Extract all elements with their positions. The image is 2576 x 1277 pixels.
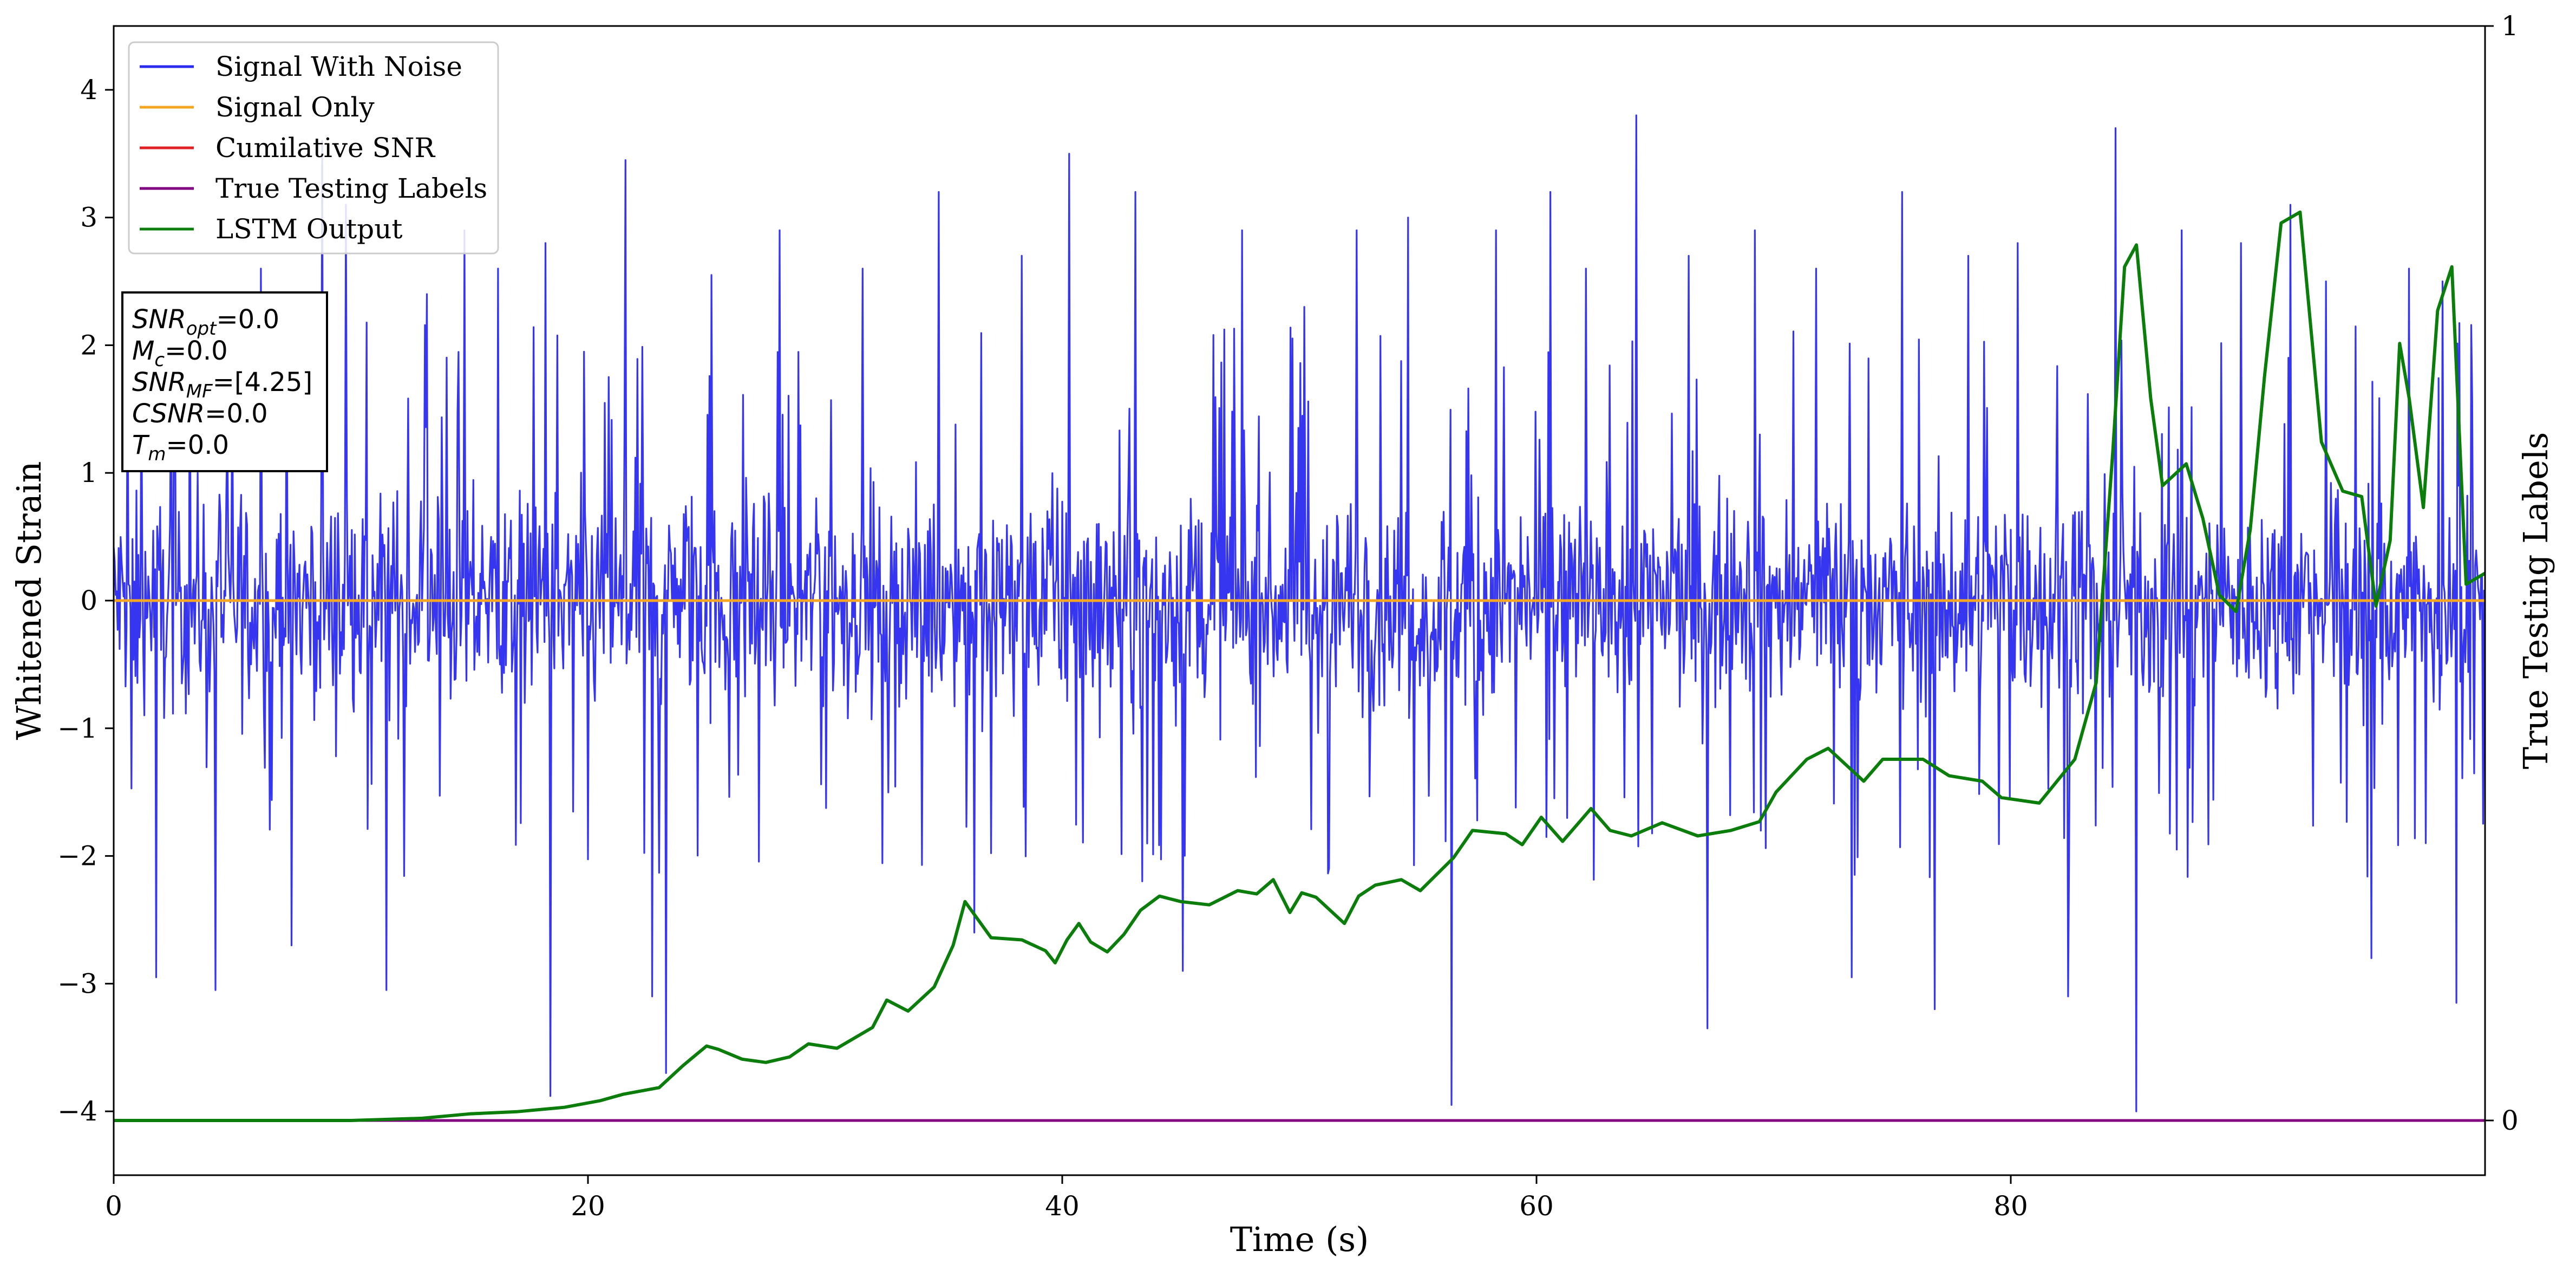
legend-label-0: Signal With Noise — [215, 51, 462, 82]
noise-series — [114, 114, 2485, 1112]
x-tick-label-1: 20 — [571, 1190, 605, 1222]
y-tick-label-3: −1 — [57, 713, 97, 744]
legend-label-3: True Testing Labels — [215, 173, 487, 204]
info-line-3: CSNR=0.0 — [132, 399, 268, 429]
y-axis-left: −4 −3 −2 −1 0 1 2 3 4 — [57, 74, 114, 1127]
x-tick-label-2: 40 — [1045, 1190, 1080, 1222]
y-tick-label-5: 1 — [80, 457, 97, 488]
y-tick-label-0: −4 — [57, 1096, 97, 1127]
y-axis-title: Whitened Strain — [9, 461, 49, 740]
y2-tick-label-1: 1 — [2501, 10, 2519, 42]
legend-label-1: Signal Only — [215, 92, 375, 123]
y-tick-label-2: −2 — [57, 841, 97, 872]
y-tick-label-4: 0 — [80, 585, 97, 616]
series-signal-with-noise — [114, 114, 2485, 1112]
x-tick-label-3: 60 — [1519, 1190, 1554, 1222]
info-box-frame — [121, 291, 328, 472]
info-line-0: SNRopt=0.0 — [132, 304, 279, 340]
legend: Signal With Noise Signal Only Cumilative S… — [128, 41, 499, 255]
y-axis-right-title: True Testing Labels — [2516, 432, 2555, 770]
y-tick-label-1: −3 — [57, 968, 97, 999]
line-series — [114, 210, 2485, 1122]
y-tick-label-7: 3 — [80, 202, 97, 233]
y-axis-right: 01 — [2485, 10, 2519, 1136]
legend-label-2: Cumilative SNR — [215, 132, 435, 164]
x-tick-label-4: 80 — [1993, 1190, 2028, 1222]
y-tick-label-8: 4 — [80, 74, 97, 106]
y2-tick-label-0: 0 — [2501, 1105, 2519, 1136]
info-line-4: Tm=0.0 — [132, 430, 229, 465]
info-box: SNRopt=0.0Mc=0.0SNRMF=[4.25]CSNR=0.0Tm=0… — [121, 291, 328, 472]
x-tick-label-0: 0 — [105, 1190, 122, 1222]
series-lstm-output — [114, 210, 2485, 1122]
info-line-2: SNRMF=[4.25] — [132, 367, 312, 402]
x-axis: 0 20 40 60 80 — [105, 1175, 2028, 1222]
y-tick-label-6: 2 — [80, 329, 97, 361]
legend-box — [128, 41, 499, 255]
info-line-1: Mc=0.0 — [132, 336, 228, 371]
legend-label-4: LSTM Output — [215, 213, 402, 245]
x-axis-title: Time (s) — [1230, 1220, 1369, 1259]
